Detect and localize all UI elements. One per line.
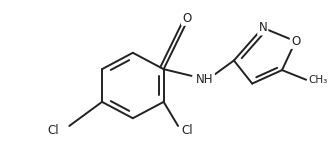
Text: O: O: [182, 12, 191, 25]
Text: Cl: Cl: [47, 124, 59, 137]
Text: Cl: Cl: [181, 124, 193, 137]
Text: N: N: [258, 21, 267, 34]
Text: O: O: [291, 35, 300, 48]
Text: CH₃: CH₃: [308, 75, 327, 85]
Text: NH: NH: [196, 73, 214, 86]
